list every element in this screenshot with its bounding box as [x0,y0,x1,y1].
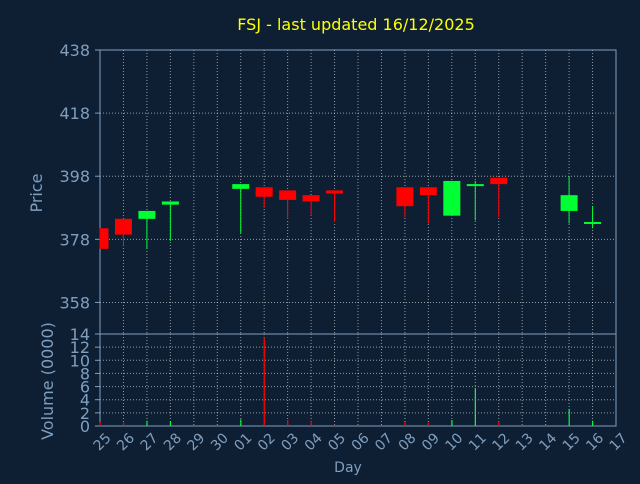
volume-frame [99,333,617,427]
x-tick-label: 26 [114,430,138,454]
volume-tick-label: 2 [80,404,90,423]
x-axis-label: Day [334,460,362,476]
x-tick-label: 14 [536,430,560,454]
candle-body [419,187,437,196]
candle-body [560,195,578,211]
volume-bar [99,422,101,426]
volume-bar [240,419,242,426]
volume-bar [287,420,289,426]
x-tick-label: 09 [419,430,443,454]
volume-tick-label: 6 [80,378,90,397]
price-axis-label: Price [27,173,46,212]
x-tick-label: 02 [255,430,279,454]
price-tick-label: 378 [59,230,90,249]
x-tick-label: 04 [302,430,326,454]
x-tick-label: 16 [583,430,607,454]
volume-bar [568,408,570,426]
candle-body [255,187,273,197]
volume-axis-label: Volume (0000) [38,322,57,440]
volume-tick-label: 14 [70,325,90,344]
x-tick-label: 11 [466,430,490,454]
x-tick-label: 30 [208,430,232,454]
candle-body [232,184,250,189]
volume-bar [427,422,430,426]
candle-body [279,190,297,200]
candle-body [138,210,156,219]
x-tick-label: 05 [325,430,349,454]
volume-tick-label: 12 [70,338,90,357]
x-tick-labels: 25 26 27 28 29 30 01 02 03 04 05 06 07 08 09 10 11 12 13 14… [91,430,631,454]
x-tick-label: 07 [372,430,396,454]
x-tick-label: 01 [231,430,255,454]
candle-body [490,177,508,185]
candle-body [584,221,602,224]
volume-bar [474,388,476,426]
candle-body [100,228,109,249]
x-tick-label: 15 [560,430,584,454]
volume-bar [146,420,148,426]
x-tick-label: 25 [91,430,115,454]
volume-tick-label: 0 [80,417,90,436]
x-tick-label: 17 [607,430,631,454]
x-tick-label: 13 [513,430,537,454]
x-tick-label: 27 [138,430,162,454]
volume-bar [310,420,312,426]
volume-bar [451,420,453,426]
chart-title: FSJ - last updated 16/12/2025 [237,15,475,34]
volume-bar [169,421,172,426]
volume-bar [498,421,500,426]
x-tick-label: 03 [278,430,302,454]
volume-bar [122,422,125,426]
x-tick-label: 08 [396,430,420,454]
candle-body [466,184,484,187]
candle-body [326,190,344,194]
x-tick-label: 12 [489,430,513,454]
candle-body [114,218,132,235]
candle-body [161,201,179,205]
x-tick-label: 10 [443,430,467,454]
volume-bar [404,422,406,426]
candle-body [396,187,414,207]
candle-body [302,195,320,202]
price-tick-label: 438 [59,41,90,60]
price-tick-label: 418 [59,104,90,123]
volume-tick-label: 10 [70,351,90,370]
price-tick-label: 398 [59,167,90,186]
price-tick-label: 358 [59,293,90,312]
x-tick-label: 28 [161,430,185,454]
candle-body [443,180,461,216]
volume-bar [263,337,265,426]
volume-bar [592,420,594,426]
volume-tick-label: 8 [80,364,90,383]
volume-tick-label: 4 [80,391,90,410]
x-tick-label: 06 [349,430,373,454]
price-panel: 438 418 398 378 358 [59,41,617,335]
x-tick-label: 29 [185,430,209,454]
volume-bar [334,424,336,426]
